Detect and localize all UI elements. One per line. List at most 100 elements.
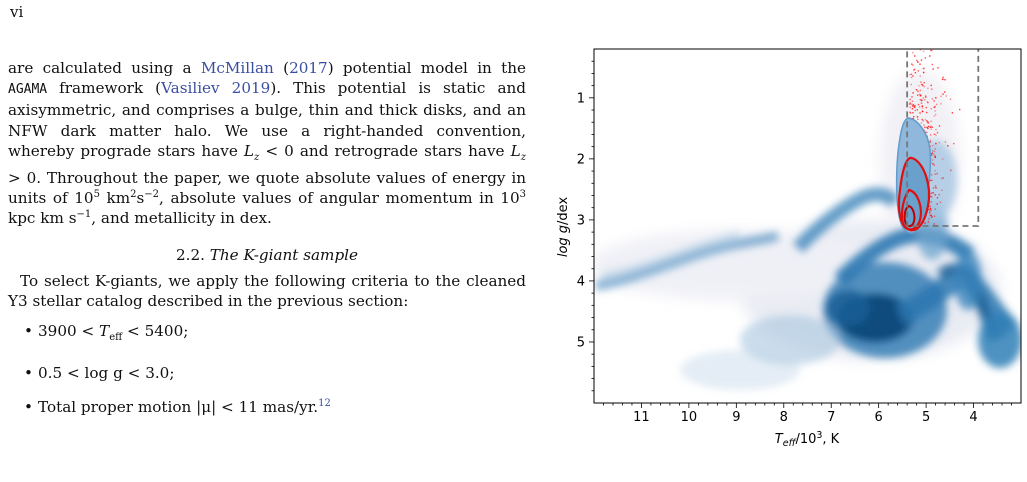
- k-giant-point: [944, 141, 947, 143]
- k-giant-point: [944, 91, 946, 93]
- k-giant-point: [911, 105, 914, 107]
- x-tick-label: 9: [732, 410, 740, 425]
- k-giant-point: [911, 96, 913, 98]
- k-giant-point: [931, 152, 934, 154]
- k-giant-point: [959, 108, 961, 111]
- k-giant-point: [942, 177, 945, 179]
- k-giant-point: [917, 70, 919, 72]
- k-giant-point: [929, 208, 932, 210]
- footnote-link[interactable]: 12: [318, 397, 331, 409]
- k-giant-point: [929, 141, 932, 143]
- k-giant-point: [909, 98, 911, 101]
- x-tick-label: 10: [681, 410, 698, 425]
- paragraph-potential: are calculated using a McMillan (2017) p…: [8, 59, 527, 228]
- k-giant-point: [923, 71, 925, 74]
- k-giant-point: [932, 68, 934, 70]
- k-giant-point: [929, 145, 931, 147]
- k-giant-point: [912, 64, 914, 66]
- x-tick-label: 6: [875, 410, 883, 425]
- k-giant-point: [930, 201, 932, 203]
- k-giant-point: [914, 55, 916, 57]
- k-giant-point: [917, 118, 919, 120]
- k-giant-point: [931, 179, 933, 181]
- k-giant-point: [930, 108, 932, 110]
- k-giant-point: [922, 120, 924, 122]
- k-giant-point: [921, 107, 924, 109]
- k-giant-point: [920, 94, 922, 96]
- k-giant-point: [936, 203, 938, 205]
- k-giant-point: [936, 103, 938, 106]
- k-giant-point: [933, 164, 935, 166]
- k-giant-point: [934, 185, 937, 187]
- k-giant-point: [935, 142, 937, 145]
- k-giant-point: [924, 222, 926, 224]
- k-giant-point: [924, 57, 927, 59]
- k-giant-point: [932, 187, 935, 189]
- k-giant-point: [919, 99, 921, 101]
- k-giant-point: [930, 49, 932, 52]
- x-tick-label: 4: [969, 410, 977, 425]
- k-giant-point: [934, 156, 936, 158]
- y-tick-label: 5: [577, 335, 585, 350]
- k-giant-point: [926, 126, 928, 129]
- k-giant-point: [916, 116, 919, 118]
- k-giant-point: [935, 134, 937, 136]
- k-giant-point: [931, 216, 933, 219]
- k-giant-point: [921, 110, 924, 112]
- citation-year-link[interactable]: 2017: [289, 59, 328, 77]
- k-giant-point: [927, 121, 929, 123]
- citation-link[interactable]: McMillan: [200, 59, 274, 77]
- k-giant-point: [926, 111, 928, 114]
- k-giant-point: [926, 126, 928, 129]
- k-giant-point: [932, 144, 934, 147]
- k-giant-point: [924, 126, 926, 129]
- k-giant-point: [922, 67, 925, 70]
- k-giant-point: [916, 59, 918, 62]
- k-giant-point: [944, 79, 946, 81]
- k-giant-point: [927, 221, 930, 223]
- k-giant-point: [933, 133, 936, 135]
- k-giant-point: [918, 85, 920, 87]
- k-giant-point: [941, 177, 943, 180]
- k-giant-point: [919, 63, 921, 65]
- figure: 11 10 9 8 7 6 5 4 1 2 3 4 5 Teff/103, K log g/dex: [540, 40, 1027, 478]
- x-axis-label: Teff/103, K: [775, 430, 840, 449]
- k-giant-point: [930, 128, 932, 130]
- k-giant-point: [930, 192, 933, 194]
- k-giant-point: [931, 126, 933, 128]
- citation-link[interactable]: Vasiliev 2019: [161, 79, 271, 98]
- k-giant-point: [931, 49, 933, 52]
- k-giant-point: [930, 125, 932, 127]
- k-giant-point: [916, 109, 918, 111]
- k-giant-point: [928, 125, 930, 128]
- k-giant-point: [911, 108, 914, 110]
- k-giant-point: [931, 215, 933, 218]
- k-giant-point: [936, 173, 938, 175]
- criterion-proper-motion: Total proper motion |μ| < 11 mas/yr.12: [24, 397, 526, 417]
- k-giant-point: [909, 111, 911, 114]
- k-giant-point: [940, 103, 942, 105]
- k-giant-point: [922, 72, 925, 74]
- k-giant-point: [951, 112, 954, 114]
- k-giant-point: [931, 154, 933, 157]
- k-giant-point: [919, 112, 921, 114]
- k-giant-point: [934, 208, 936, 210]
- k-giant-point: [941, 78, 944, 80]
- k-giant-point: [919, 49, 922, 51]
- k-giant-point: [913, 105, 915, 107]
- k-giant-point: [919, 111, 921, 114]
- k-giant-point: [911, 100, 914, 102]
- k-giant-point: [931, 196, 933, 198]
- k-giant-point: [912, 51, 914, 54]
- k-giant-point: [914, 104, 916, 107]
- k-giant-point: [920, 59, 923, 61]
- k-giant-point: [912, 103, 915, 106]
- k-giant-point: [932, 192, 934, 194]
- k-giant-point: [914, 109, 916, 112]
- selection-box: [906, 49, 980, 227]
- k-giant-point: [909, 74, 911, 76]
- k-giant-point: [947, 145, 949, 147]
- k-giant-point: [925, 106, 927, 109]
- k-giant-point: [912, 75, 914, 77]
- k-giant-point: [934, 194, 936, 196]
